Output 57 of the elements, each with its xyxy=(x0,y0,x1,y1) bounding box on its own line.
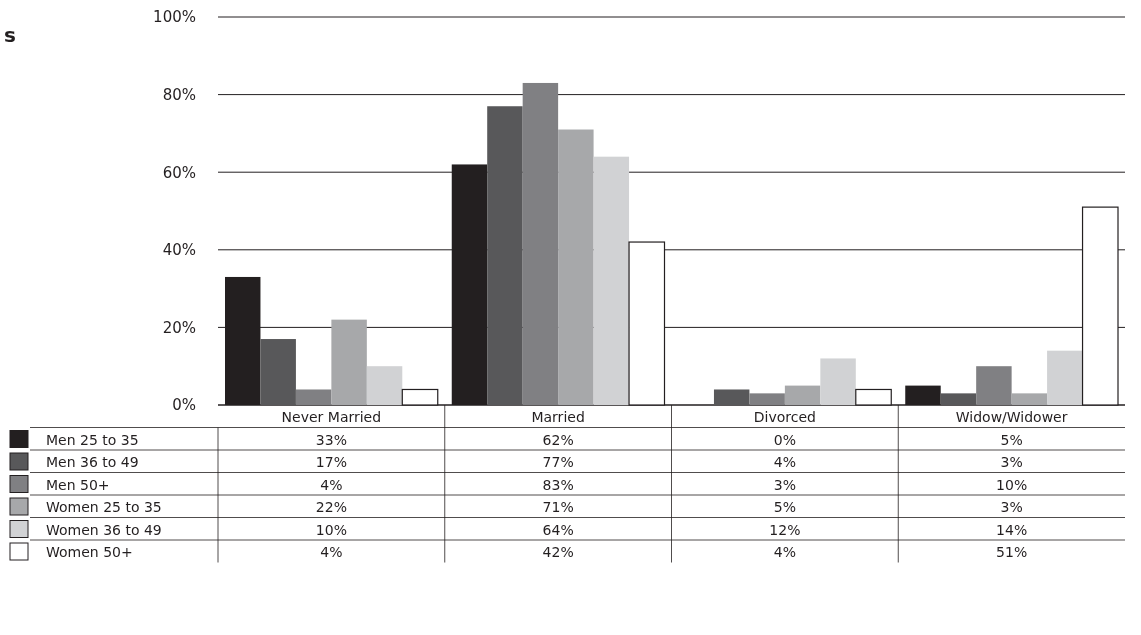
bar xyxy=(295,389,332,405)
data-label: 22% xyxy=(315,499,347,515)
y-tick-label: 100% xyxy=(153,8,196,27)
bar xyxy=(593,156,630,405)
data-label: 71% xyxy=(542,499,574,515)
data-label: 42% xyxy=(542,544,574,560)
data-label: 3% xyxy=(1000,499,1023,515)
bar xyxy=(1047,350,1083,405)
x-tick-label: Divorced xyxy=(753,409,816,425)
data-label: 5% xyxy=(773,499,796,515)
data-label: 10% xyxy=(996,476,1028,493)
data-label: 33% xyxy=(315,431,347,448)
data-label: 3% xyxy=(1000,454,1023,470)
legend-label: Women 36 to 49 xyxy=(46,521,162,538)
legend-label: Women 25 to 35 xyxy=(46,499,162,515)
data-label: 4% xyxy=(320,544,343,560)
legend-label: Women 50+ xyxy=(46,544,133,560)
data-label: 10% xyxy=(315,521,347,538)
x-tick-label: Married xyxy=(531,409,585,425)
bar xyxy=(940,393,977,405)
data-label: 4% xyxy=(773,454,796,470)
bar xyxy=(487,106,523,405)
x-tick-label: Never Married xyxy=(281,409,382,425)
data-label: 5% xyxy=(1000,431,1023,448)
y-tick-label: 80% xyxy=(162,85,196,104)
legend-label: Men 36 to 49 xyxy=(46,454,139,470)
data-label: 12% xyxy=(769,521,801,538)
legend-label: Men 50+ xyxy=(46,476,110,493)
bar xyxy=(976,366,1012,405)
data-label: 0% xyxy=(773,431,796,448)
data-label: 4% xyxy=(320,476,343,493)
bar xyxy=(331,319,367,405)
bar xyxy=(366,366,403,405)
bar xyxy=(820,358,856,405)
data-label: 3% xyxy=(773,476,796,493)
y-tick-label: 40% xyxy=(162,241,196,260)
data-label: 77% xyxy=(542,454,574,470)
data-label: 17% xyxy=(315,454,347,470)
data-label: 62% xyxy=(542,431,574,448)
bar xyxy=(558,129,594,405)
y-tick-label: 20% xyxy=(162,318,196,337)
legend-label: Men 25 to 35 xyxy=(46,431,139,448)
bar xyxy=(260,339,296,405)
bar xyxy=(749,393,785,405)
data-label: 14% xyxy=(996,521,1028,538)
bar xyxy=(522,82,559,405)
data-label: 4% xyxy=(773,544,796,560)
data-label: 83% xyxy=(542,476,574,493)
y-tick-label: 0% xyxy=(172,396,196,415)
data-label: 64% xyxy=(542,521,574,538)
x-tick-label: Widow/Widower xyxy=(955,409,1068,425)
bar xyxy=(784,385,821,405)
y-tick-label: 60% xyxy=(162,163,196,182)
bar xyxy=(713,389,750,405)
bar xyxy=(1011,393,1048,405)
data-label: 51% xyxy=(996,544,1028,560)
text: s xyxy=(4,23,16,47)
